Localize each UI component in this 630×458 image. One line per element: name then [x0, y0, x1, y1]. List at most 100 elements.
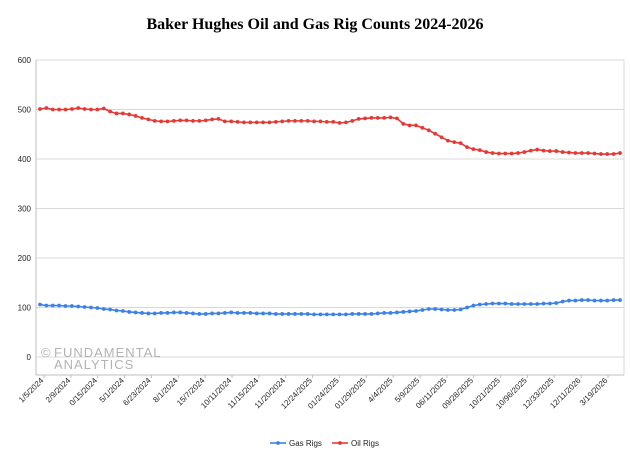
gas-rigs-point: [490, 301, 495, 306]
gas-rigs-point: [101, 307, 106, 311]
gas-rigs-point: [592, 298, 597, 303]
oil-rigs-point: [471, 147, 476, 152]
y-tick-label: 100: [18, 304, 32, 313]
oil-rigs-point: [299, 118, 304, 123]
oil-rigs-point: [242, 120, 246, 125]
gas-rigs-point: [477, 302, 482, 307]
oil-rigs-point: [305, 118, 310, 123]
gas-rigs-point: [465, 305, 469, 310]
oil-rigs-point: [369, 116, 374, 120]
gas-rigs-point: [573, 298, 578, 303]
watermark: © FUNDAMENTAL ANALYTICS: [41, 345, 161, 372]
chart-title: Baker Hughes Oil and Gas Rig Counts 2024…: [146, 16, 483, 33]
oil-rigs-point: [331, 119, 336, 124]
gas-rigs-point: [171, 310, 176, 315]
gas-rigs-point: [76, 304, 81, 309]
oil-rigs-point: [452, 140, 457, 145]
oil-rigs-point: [273, 119, 278, 124]
oil-rigs-point: [477, 148, 482, 152]
oil-rigs-point: [598, 152, 603, 156]
gas-rigs-point: [363, 312, 367, 316]
oil-rigs-point: [509, 151, 514, 156]
gas-rigs-point: [114, 308, 119, 313]
gas-rigs-point: [95, 306, 100, 310]
gas-rigs-point: [267, 311, 272, 316]
gas-rigs-point: [337, 312, 342, 317]
gas-rigs-point: [197, 312, 202, 316]
gas-rigs-point: [541, 301, 546, 306]
oil-rigs-point: [146, 117, 151, 122]
oil-rigs-point: [547, 149, 552, 153]
oil-rigs-point: [57, 107, 62, 112]
gas-rigs-point: [178, 310, 183, 315]
oil-rigs-point: [395, 116, 399, 121]
oil-rigs-point: [344, 120, 348, 125]
oil-rigs-point: [165, 119, 170, 124]
series-oil-rigs: [38, 106, 622, 156]
oil-rigs-point: [69, 107, 74, 111]
y-tick-label: 200: [18, 254, 32, 263]
gas-rigs-point: [528, 302, 533, 306]
oil-rigs-point: [439, 135, 444, 140]
oil-rigs-point: [337, 120, 342, 125]
oil-rigs-point: [592, 151, 597, 156]
gas-rigs-point: [579, 298, 584, 302]
gas-rigs-point: [89, 305, 93, 310]
oil-rigs-point: [254, 120, 259, 125]
gas-rigs-point: [184, 311, 189, 315]
oil-rigs-point: [82, 107, 87, 111]
gas-rigs-point: [509, 302, 514, 306]
oil-rigs-point: [407, 123, 412, 128]
series-layer: [38, 106, 622, 317]
gas-rigs-point: [439, 307, 444, 312]
gas-rigs-point: [229, 310, 234, 315]
gas-rigs-point: [388, 311, 393, 315]
oil-rigs-point: [235, 119, 240, 124]
gas-rigs-point: [235, 311, 240, 315]
oil-rigs-point: [465, 145, 469, 150]
oil-rigs-point: [184, 118, 189, 123]
oil-rigs-point: [38, 107, 42, 111]
gas-rigs-point: [254, 311, 259, 316]
oil-rigs-point: [420, 125, 425, 130]
gas-rigs-point: [63, 304, 68, 308]
oil-rigs-point: [50, 107, 55, 112]
oil-rigs-point: [312, 119, 316, 124]
y-tick-label: 0: [27, 353, 32, 362]
gas-rigs-point: [446, 308, 450, 312]
oil-rigs-point: [76, 106, 81, 110]
gas-rigs-point: [165, 311, 170, 315]
oil-rigs-point: [458, 141, 463, 146]
legend-swatch-marker: [338, 441, 342, 445]
oil-rigs-point: [89, 107, 93, 112]
oil-rigs-point: [133, 114, 138, 118]
gas-rigs-point: [331, 312, 336, 317]
gas-rigs-point: [535, 302, 540, 306]
gas-rigs-point: [120, 309, 125, 313]
oil-rigs-point: [363, 116, 367, 121]
oil-rigs-point: [63, 107, 68, 112]
gas-rigs-point: [369, 312, 374, 316]
gas-rigs-point: [350, 312, 355, 316]
oil-rigs-point: [426, 128, 431, 133]
oil-rigs-point: [222, 119, 227, 124]
oil-rigs-point: [229, 119, 234, 124]
gas-rigs-point: [191, 311, 195, 316]
gas-rigs-point: [261, 311, 265, 316]
gas-rigs-point: [605, 298, 610, 303]
legend: Gas Rigs Oil Rigs: [270, 439, 379, 448]
oil-rigs-point: [567, 150, 571, 155]
gas-rigs-point: [567, 298, 571, 303]
oil-rigs-point: [159, 119, 164, 124]
watermark-line2: ANALYTICS: [54, 357, 134, 372]
oil-rigs-point: [503, 151, 508, 156]
gas-rigs-point: [146, 311, 151, 316]
gas-rigs-point: [242, 311, 246, 315]
gas-rigs-point: [382, 311, 387, 315]
oil-rigs-point: [44, 106, 49, 110]
legend-item-oil-rigs: Oil Rigs: [332, 439, 379, 448]
oil-rigs-point: [324, 119, 329, 124]
gas-rigs-point: [159, 311, 164, 315]
gas-rigs-point: [452, 308, 457, 312]
gas-rigs-point: [611, 298, 616, 302]
